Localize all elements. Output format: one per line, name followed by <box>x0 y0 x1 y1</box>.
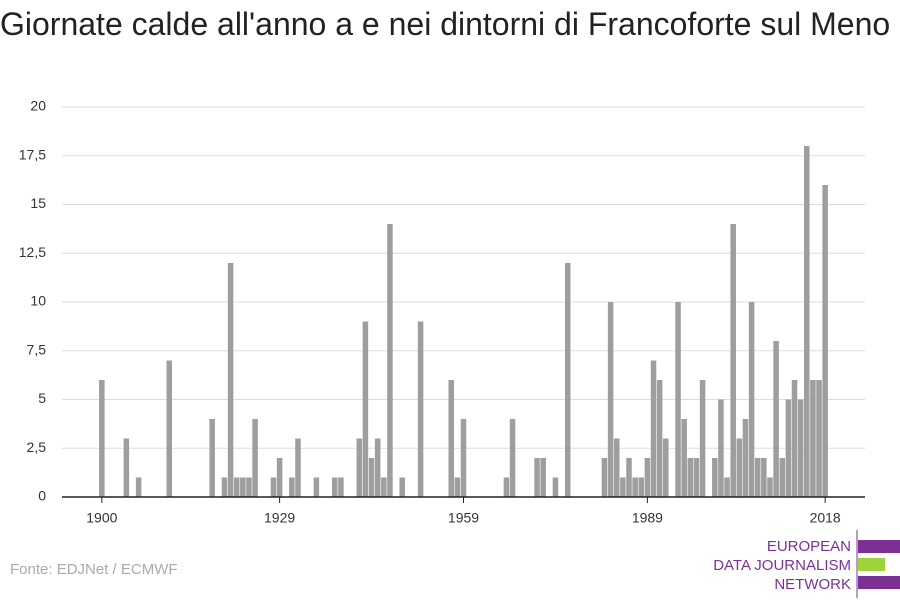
bar <box>613 438 620 497</box>
bar <box>295 438 301 497</box>
bar <box>540 458 546 497</box>
bar <box>332 477 338 497</box>
bar <box>270 477 277 497</box>
bar <box>754 458 761 497</box>
y-tick-label: 0 <box>38 488 46 504</box>
bar <box>785 399 792 497</box>
bar <box>607 302 614 497</box>
bar <box>718 399 724 497</box>
bar <box>816 380 822 497</box>
logo-bar <box>858 558 885 571</box>
bar <box>687 458 694 497</box>
bar <box>699 380 706 497</box>
bar <box>773 341 779 497</box>
bar <box>362 321 369 497</box>
bar <box>632 477 638 497</box>
bar <box>368 458 375 497</box>
bar <box>712 458 718 497</box>
y-tick-label: 15 <box>30 195 46 211</box>
y-tick-label: 5 <box>38 390 46 406</box>
bar <box>246 477 252 497</box>
bar <box>454 477 461 497</box>
bar <box>791 380 798 497</box>
logo-bar <box>858 540 900 553</box>
bar <box>417 321 424 497</box>
bar <box>804 146 810 497</box>
bar <box>724 477 730 497</box>
bar <box>761 458 767 497</box>
bar <box>276 458 283 497</box>
y-tick-label: 17,5 <box>19 146 46 162</box>
bar <box>399 477 405 497</box>
bar <box>221 477 228 497</box>
y-tick-label: 2,5 <box>27 439 47 455</box>
bar <box>822 185 828 497</box>
x-tick-label: 1959 <box>448 510 479 526</box>
logo-bar <box>858 576 900 589</box>
bar <box>552 477 559 497</box>
y-tick-label: 20 <box>30 98 46 114</box>
bar <box>779 458 786 497</box>
bar <box>135 477 142 497</box>
bar <box>123 438 130 497</box>
bar <box>663 438 669 497</box>
bar <box>460 419 467 497</box>
bar <box>534 458 540 497</box>
chart-title: Giornate calde all'anno a e nei dintorni… <box>0 6 891 42</box>
bar <box>736 438 743 497</box>
bar <box>381 477 387 497</box>
bar <box>356 438 363 497</box>
x-tick-label: 1929 <box>264 510 295 526</box>
source: Fonte: EDJNet / ECMWF <box>10 561 178 578</box>
bar <box>252 419 258 497</box>
bar <box>626 458 632 497</box>
bar <box>638 477 645 497</box>
bar <box>797 399 804 497</box>
y-tick-label: 10 <box>30 293 46 309</box>
y-tick-label: 7,5 <box>27 341 47 357</box>
bar <box>620 477 626 497</box>
bar <box>564 263 571 497</box>
x-tick-label: 1989 <box>632 510 663 526</box>
bar <box>209 419 215 497</box>
bar <box>742 419 749 497</box>
bar <box>767 477 773 497</box>
y-tick-label: 12,5 <box>19 244 46 260</box>
bar <box>289 477 295 497</box>
bar <box>748 302 755 497</box>
logo-text: DATA JOURNALISM <box>713 557 851 574</box>
x-tick-label: 2018 <box>810 510 841 526</box>
bar <box>233 477 240 497</box>
bar <box>675 302 681 497</box>
bar <box>601 458 608 497</box>
bar <box>99 380 105 497</box>
bar <box>240 477 246 497</box>
bar <box>448 380 454 497</box>
logo-text: NETWORK <box>774 576 851 593</box>
bar <box>227 263 234 497</box>
bar <box>650 360 657 497</box>
logo-text: EUROPEAN <box>767 538 851 555</box>
bar <box>693 458 700 497</box>
bar <box>681 419 687 497</box>
bar <box>810 380 816 497</box>
bar <box>313 477 320 497</box>
x-tick-label: 1900 <box>86 510 117 526</box>
bar <box>503 477 510 497</box>
bar <box>387 224 393 497</box>
bar <box>509 419 516 497</box>
bar <box>166 360 173 497</box>
bar <box>656 380 663 497</box>
bar <box>730 224 736 497</box>
bar <box>374 438 381 497</box>
bar <box>338 477 344 497</box>
bar <box>644 458 651 497</box>
